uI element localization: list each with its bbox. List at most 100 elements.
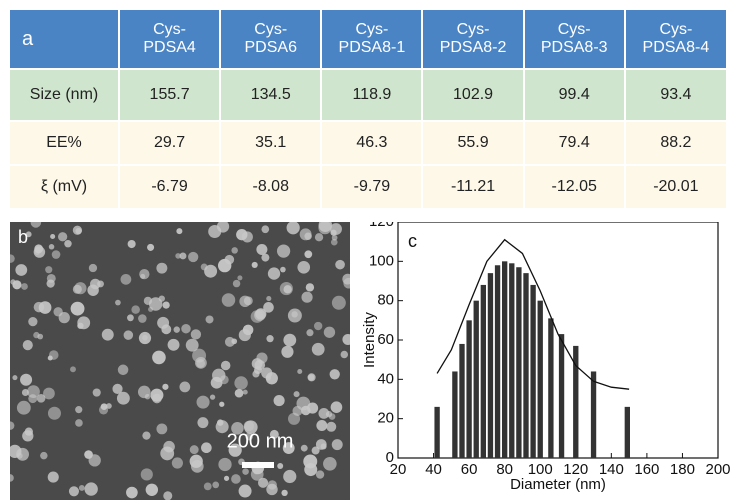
particle: [116, 391, 130, 405]
particle: [255, 308, 267, 320]
particle: [48, 350, 59, 360]
particle: [209, 394, 216, 400]
particle: [293, 391, 300, 398]
particle: [33, 301, 45, 313]
bar: [573, 345, 579, 458]
column-header: Cys- PDSA8-2: [421, 10, 524, 69]
particle: [325, 411, 333, 418]
particle: [231, 422, 244, 435]
particle: [10, 421, 15, 430]
particle: [131, 305, 140, 314]
particle: [231, 247, 238, 254]
x-axis-label: Diameter (nm): [510, 476, 606, 493]
particle: [171, 457, 183, 469]
particle: [243, 296, 253, 306]
x-tick-label: 60: [461, 461, 478, 478]
particle: [36, 393, 46, 403]
particle: [330, 238, 338, 246]
particle: [158, 295, 165, 302]
particle: [160, 446, 175, 461]
particle: [228, 443, 242, 457]
particle: [22, 340, 33, 351]
particle: [301, 291, 313, 303]
particle: [242, 389, 248, 395]
particle: [127, 314, 134, 322]
particle: [307, 374, 315, 381]
particle: [330, 229, 337, 236]
cell: 155.7: [117, 68, 221, 121]
particle: [234, 376, 248, 390]
x-tick-label: 100: [528, 461, 553, 478]
particle: [27, 385, 40, 399]
cell: 102.9: [421, 68, 524, 121]
particle: [167, 338, 180, 351]
bar: [502, 261, 508, 458]
particle: [234, 388, 244, 398]
particle: [217, 258, 232, 273]
particle: [238, 484, 252, 498]
particle: [219, 375, 229, 385]
particle: [287, 308, 302, 323]
panel-label: a: [10, 10, 119, 69]
particle: [101, 328, 114, 341]
particle: [150, 388, 164, 402]
particle: [137, 385, 151, 399]
particle: [273, 395, 285, 407]
row-header: Size (nm): [10, 68, 119, 121]
particle: [24, 427, 33, 436]
particle: [43, 387, 55, 400]
bar: [473, 300, 479, 458]
particle: [185, 338, 199, 352]
y-tick-label: 0: [386, 449, 394, 466]
particle: [231, 474, 241, 484]
particle: [205, 315, 214, 324]
cell: 35.1: [219, 120, 322, 165]
particle: [277, 462, 284, 469]
particle: [12, 375, 18, 381]
particle: [84, 482, 98, 496]
particle: [138, 331, 152, 345]
particle: [188, 251, 199, 263]
particle: [265, 372, 278, 385]
particle: [251, 358, 263, 369]
x-tick-label: 160: [634, 461, 659, 478]
particle: [181, 323, 191, 334]
particle: [203, 482, 212, 491]
cell: 55.9: [421, 120, 524, 165]
particle: [115, 299, 121, 306]
y-tick-label: 20: [377, 410, 394, 427]
particle: [243, 420, 255, 432]
particle: [261, 225, 270, 234]
particle: [87, 284, 99, 296]
particle: [326, 421, 337, 432]
bar: [434, 406, 440, 458]
chart: 2040608010012014016018020002040608010012…: [361, 222, 731, 493]
cell: 134.5: [219, 68, 322, 121]
bar: [466, 320, 472, 458]
bar: [452, 371, 458, 458]
y-tick-label: 40: [377, 370, 394, 387]
particle: [236, 228, 248, 241]
particle: [140, 273, 146, 279]
column-header: Cys- PDSA4: [117, 10, 221, 69]
particle: [250, 468, 264, 481]
particle: [208, 224, 222, 239]
particle: [16, 447, 29, 461]
particle: [37, 333, 44, 340]
particle: [189, 445, 199, 455]
particle: [212, 481, 220, 489]
particle: [179, 381, 191, 393]
particle: [305, 283, 315, 292]
particle: [297, 260, 311, 274]
particle: [306, 329, 314, 337]
table-row: EE% 29.7 35.1 46.3 55.9 79.4 88.2: [10, 120, 726, 165]
particle: [12, 280, 22, 290]
particle: [219, 401, 225, 407]
particle: [281, 345, 294, 358]
particle: [10, 474, 14, 482]
particle: [126, 486, 138, 499]
cell: -12.05: [522, 164, 625, 208]
particle: [16, 400, 31, 415]
particle: [30, 222, 42, 228]
